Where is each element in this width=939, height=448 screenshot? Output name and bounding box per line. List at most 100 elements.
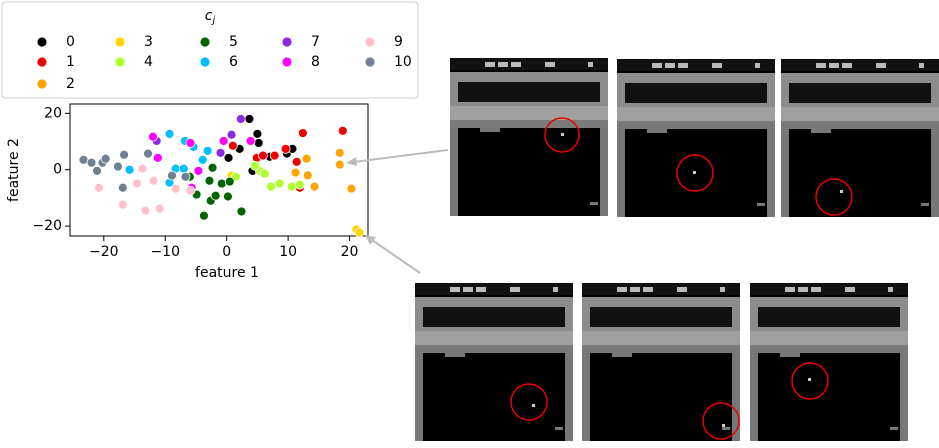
point (236, 206, 247, 217)
legend-label: 3 (144, 34, 153, 50)
x-tick-label: 20 (341, 244, 359, 260)
point (280, 143, 291, 154)
point (210, 190, 221, 201)
point (294, 179, 305, 190)
legend-label: 2 (66, 76, 75, 92)
legend-label: 0 (66, 34, 75, 50)
point (202, 145, 213, 156)
point (119, 149, 129, 160)
point (199, 210, 209, 221)
legend-marker (36, 56, 48, 68)
point (259, 168, 270, 179)
point (223, 191, 233, 202)
point (207, 162, 218, 173)
legend-marker (199, 56, 211, 68)
point (245, 136, 256, 146)
point (143, 148, 153, 159)
x-axis-label: feature 1 (195, 265, 259, 281)
legend-marker (364, 56, 376, 68)
point (100, 153, 111, 164)
point (216, 178, 227, 189)
point (253, 138, 264, 148)
point (117, 182, 128, 193)
point (148, 175, 159, 186)
point (301, 153, 312, 164)
legend-title: cj (205, 8, 216, 26)
point (124, 164, 135, 175)
point (152, 152, 163, 163)
x-tick-label: 10 (279, 244, 297, 260)
point (266, 181, 276, 192)
legend-label: 10 (394, 54, 412, 70)
point (244, 114, 255, 124)
legend-box (1, 1, 419, 99)
y-tick-label: 20 (44, 105, 62, 121)
point (93, 182, 104, 193)
point (164, 128, 175, 139)
point (193, 165, 204, 176)
point (215, 147, 226, 158)
legend-marker (36, 78, 48, 90)
point (92, 165, 102, 176)
y-tick-label: 0 (53, 162, 62, 178)
x-tick-label: −10 (150, 244, 180, 260)
point (235, 114, 246, 124)
legend-marker (114, 56, 126, 68)
point (302, 170, 313, 181)
point (274, 178, 285, 189)
point (117, 199, 128, 210)
y-axis-label: feature 2 (6, 138, 22, 202)
point (286, 181, 297, 192)
arrows (346, 149, 449, 274)
point (346, 183, 357, 194)
legend-label: 6 (229, 54, 238, 70)
point (140, 205, 151, 216)
x-tick-label: 0 (222, 244, 231, 260)
atari-frames (415, 58, 939, 441)
point (148, 131, 158, 142)
point (226, 129, 237, 140)
legend-label: 9 (394, 34, 403, 50)
point (178, 163, 189, 174)
legend-title-base: c (205, 8, 213, 24)
legend-label: 1 (66, 54, 75, 70)
x-tick-label: −20 (89, 244, 119, 260)
point (224, 176, 235, 187)
point (180, 171, 191, 182)
point (86, 157, 97, 168)
point (291, 156, 302, 167)
point (137, 163, 148, 174)
legend-label: 7 (311, 34, 320, 50)
legend-title-sub: j (210, 15, 215, 26)
point (218, 136, 229, 146)
point (223, 152, 234, 163)
point (170, 183, 181, 194)
legend-marker (114, 36, 126, 48)
point (269, 150, 280, 161)
point (250, 160, 260, 171)
legend-label: 8 (311, 54, 320, 70)
point (334, 159, 345, 170)
point (154, 203, 165, 214)
legend-marker (281, 36, 293, 48)
point (252, 128, 263, 139)
point (113, 161, 123, 172)
legend-label: 5 (229, 34, 238, 50)
legend-marker (281, 56, 293, 68)
point (185, 138, 196, 148)
point (204, 175, 215, 186)
point (197, 154, 208, 165)
point (290, 167, 301, 178)
point (227, 140, 238, 151)
point (297, 128, 308, 138)
point (354, 227, 365, 238)
legend-label: 4 (144, 54, 153, 70)
legend-marker (36, 36, 48, 48)
point (334, 147, 345, 158)
point (337, 125, 348, 136)
point (258, 150, 268, 161)
legend-marker (364, 36, 376, 48)
point (309, 181, 320, 192)
point (185, 185, 196, 196)
